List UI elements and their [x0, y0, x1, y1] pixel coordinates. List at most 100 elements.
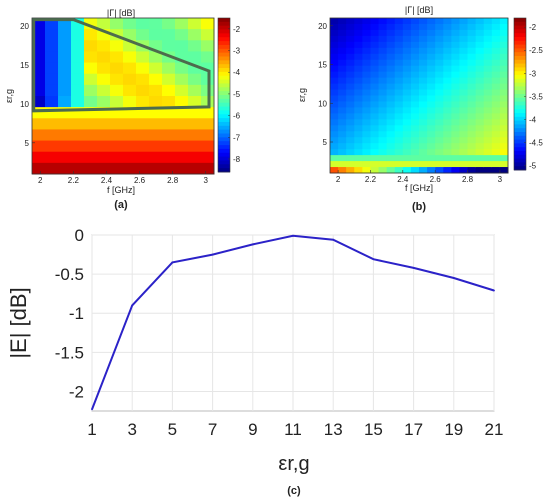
panel-a-cell — [97, 107, 111, 119]
panel-b-cell — [483, 95, 493, 102]
panel-b-cell — [443, 113, 452, 120]
panel-b-cell — [435, 41, 444, 49]
panel-b-cell — [386, 125, 396, 132]
panel-a-colorbar-step — [218, 21, 230, 27]
panel-b-cell — [435, 119, 444, 126]
panel-b-cell — [443, 161, 452, 168]
panel-b-cell — [370, 41, 380, 49]
panel-b-cell — [491, 89, 501, 96]
panel-b-cell — [402, 95, 412, 102]
panel-b-cell — [378, 101, 388, 108]
panel-a-cell — [45, 107, 59, 119]
panel-a-cell — [110, 118, 124, 130]
panel-b-cell — [410, 18, 420, 25]
panel-b-cell — [491, 119, 501, 126]
panel-b-cell — [386, 143, 396, 150]
panel-b-cell — [475, 18, 485, 25]
x-tick-label: 13 — [324, 420, 343, 439]
panel-a-cell — [175, 140, 189, 153]
panel-a-cell — [45, 29, 59, 41]
panel-a-cell — [97, 62, 111, 75]
panel-a-colorbar-tick-label: -8 — [233, 155, 241, 164]
panel-a-cell — [175, 40, 189, 52]
panel-b-cell — [386, 107, 396, 114]
panel-b-cell — [443, 137, 452, 144]
panel-b-cell — [443, 59, 452, 67]
panel-b-cell — [475, 29, 485, 37]
panel-b-cell — [499, 65, 509, 73]
panel-b-cell — [370, 71, 380, 79]
panel-a-colorbar-tick-label: -3 — [233, 47, 241, 56]
data-point — [171, 261, 174, 264]
panel-b-cell — [491, 113, 501, 120]
panel-b-cell — [386, 83, 396, 91]
panel-b-colorbar-step — [514, 139, 526, 144]
panel-a-cell — [136, 73, 150, 86]
panel-b-colorbar-step — [514, 63, 526, 68]
panel-a-cell — [123, 140, 137, 153]
panel-a-colorbar-step — [218, 83, 230, 88]
panel-b-cell — [459, 95, 469, 102]
panel-b-cell — [451, 137, 460, 144]
panel-b-cell — [338, 47, 347, 55]
panel-b-cell — [402, 35, 412, 43]
panel-b-cell — [330, 167, 339, 174]
panel-a-colorbar-step — [218, 164, 230, 169]
panel-b-colorbar-step — [514, 78, 526, 83]
panel-b-cell — [483, 18, 493, 25]
panel-a-cell — [71, 40, 85, 52]
panel-b-cell — [410, 125, 420, 132]
panel-b-cell — [467, 161, 477, 168]
panel-b-cell — [370, 53, 380, 61]
panel-b-cell — [499, 155, 509, 162]
panel-a-cell — [162, 96, 176, 108]
panel-a-xtick-label: 2.6 — [134, 176, 146, 185]
panel-b-cell — [475, 113, 485, 120]
panel-a-colorbar-step — [218, 106, 230, 111]
panel-b-cell — [459, 149, 469, 156]
panel-a-colorbar-step — [218, 79, 230, 84]
panel-b-cell — [427, 59, 436, 67]
panel-b-cell — [410, 41, 420, 49]
panel-b-cell — [330, 65, 339, 73]
panel-b-cell — [386, 119, 396, 126]
panel-b-colorbar-step — [514, 18, 526, 23]
panel-a-cell — [32, 51, 46, 64]
panel-b-cell — [483, 119, 493, 126]
panel-b-cell — [483, 161, 493, 168]
panel-b-cell — [330, 107, 339, 114]
panel-b-cell — [354, 143, 363, 150]
panel-b-cell — [378, 65, 388, 73]
panel-b-cell — [394, 35, 404, 43]
panel-a-cell — [136, 107, 150, 119]
panel-b-cell — [410, 47, 420, 55]
panel-b-cell — [386, 167, 396, 174]
panel-a-cell — [162, 107, 176, 119]
panel-b-cell — [362, 71, 371, 79]
panel-b-cell — [427, 101, 436, 108]
panel-b-cell — [386, 113, 396, 120]
panel-b-cell — [354, 77, 363, 85]
panel-a-cell — [71, 18, 85, 30]
panel-a-colorbar-step — [218, 91, 230, 96]
panel-b-cell — [435, 95, 444, 102]
panel-b-cell — [499, 125, 509, 132]
panel-a-cell — [97, 151, 111, 164]
panel-b-cell — [475, 35, 485, 43]
panel-a-cell — [201, 118, 215, 130]
panel-b-cell — [402, 155, 412, 162]
panel-b-cell — [467, 119, 477, 126]
panel-b-cell — [330, 35, 339, 43]
panel-b-cell — [386, 101, 396, 108]
panel-a-cell — [58, 18, 72, 30]
panel-c-label: (c) — [287, 485, 301, 497]
panel-a-cell — [149, 118, 163, 130]
panel-b-ytick-label: 15 — [318, 61, 327, 70]
panel-b-cell — [499, 83, 509, 91]
panel-b-cell — [427, 143, 436, 150]
panel-b-cell — [427, 77, 436, 85]
panel-b-cell — [499, 119, 509, 126]
panel-a-cell — [58, 162, 72, 175]
panel-b-cell — [467, 71, 477, 79]
